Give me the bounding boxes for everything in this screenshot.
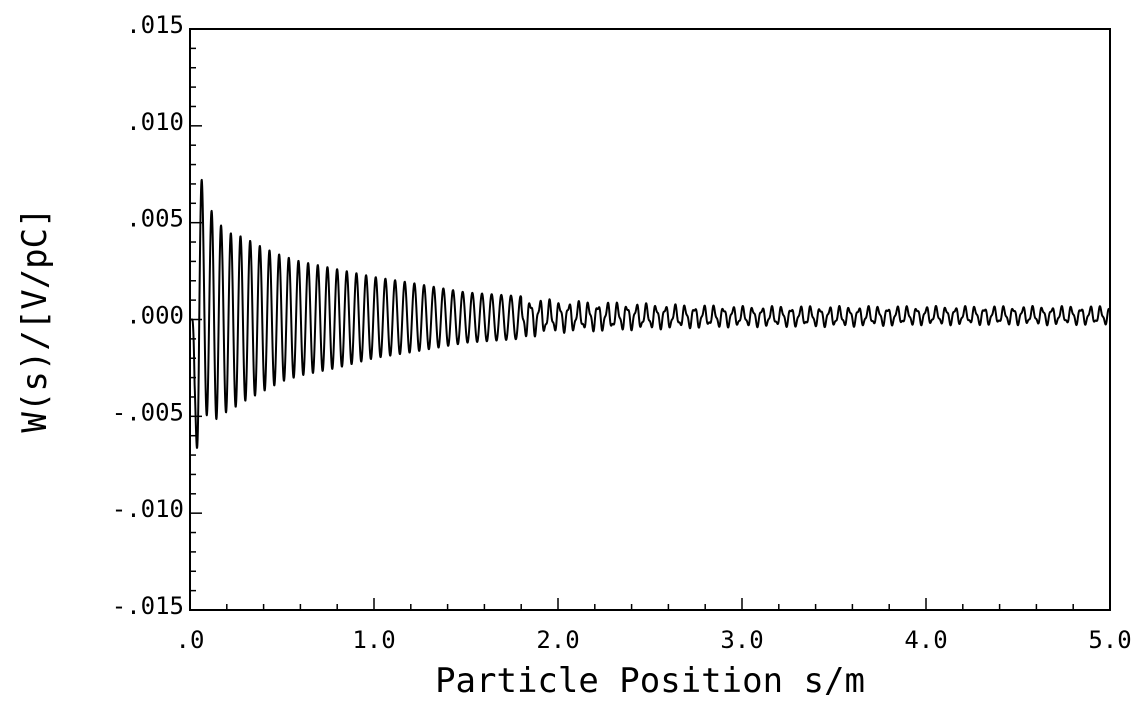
x-tick-label: 4.0: [904, 626, 947, 654]
y-tick-label: .005: [126, 205, 184, 233]
y-tick-label: -.010: [112, 495, 184, 523]
y-tick-label: .000: [126, 302, 184, 330]
y-tick-label: -.005: [112, 398, 184, 426]
x-tick-label: .0: [176, 626, 205, 654]
x-tick-label: 2.0: [536, 626, 579, 654]
x-tick-label: 1.0: [352, 626, 395, 654]
x-tick-label: 3.0: [720, 626, 763, 654]
series-line-wake: [189, 178, 1111, 449]
y-tick-label: .010: [126, 108, 184, 136]
y-axis-title: W(s)/[V/pC]: [15, 207, 55, 432]
tick-labels-layer: .0 1.0 2.0 3.0 4.0 5.0 .015 .010 .005 .000 -.005 -.…: [112, 11, 1132, 654]
y-tick-label: -.015: [112, 592, 184, 620]
x-axis-title: Particle Position s/m: [435, 661, 865, 701]
x-tick-label: 5.0: [1088, 626, 1131, 654]
y-tick-label: .015: [126, 11, 184, 39]
